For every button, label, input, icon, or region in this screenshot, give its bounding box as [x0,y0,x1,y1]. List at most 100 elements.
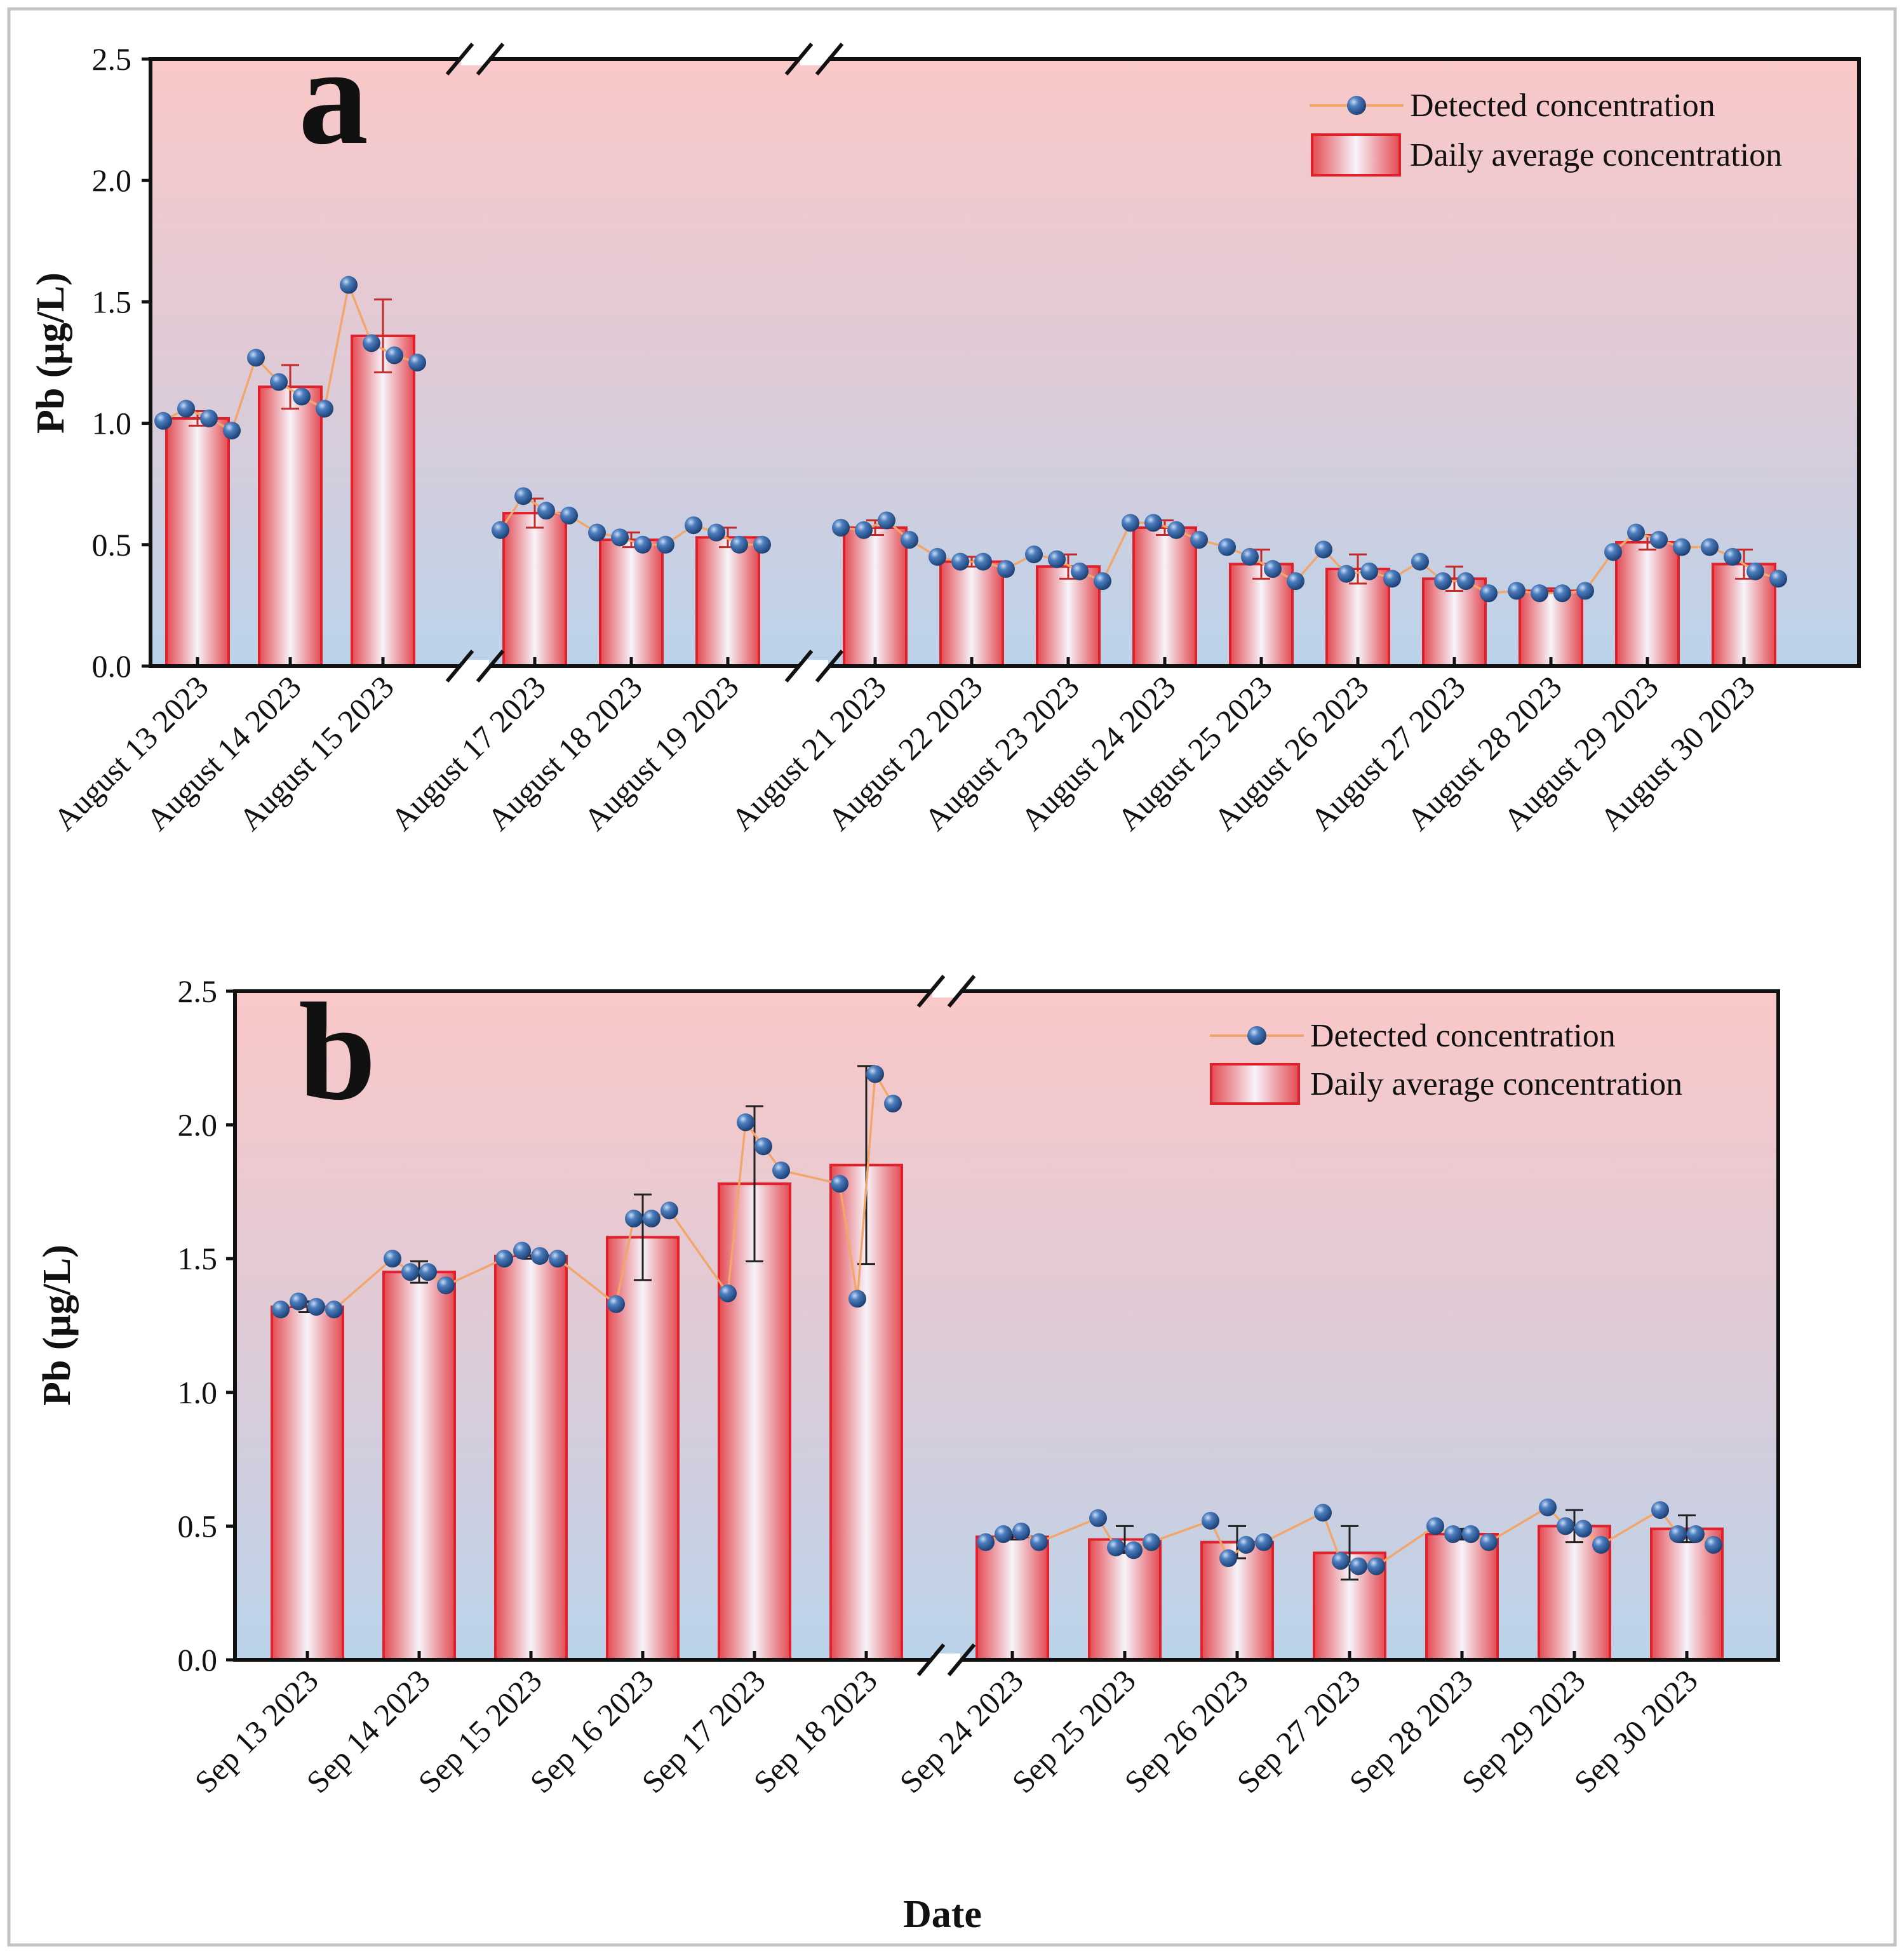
bar-a [502,512,567,668]
detected-point-b [1012,1522,1030,1540]
legend-bar-label-b: Daily average concentration [1310,1066,1682,1102]
detected-point-a [560,506,578,524]
detected-point-b [737,1113,754,1132]
detected-point-b [1107,1539,1125,1557]
detected-point-b [625,1210,643,1228]
legend-line-label-b: Detected concentration [1310,1018,1616,1054]
detected-point-a [340,276,358,294]
detected-point-b [1574,1520,1592,1538]
y-tick-label-b: 1.0 [178,1375,218,1410]
category-label-b: Sep 30 2023 [1567,1662,1704,1800]
bar-a [1712,563,1776,668]
detected-point-a [293,387,311,406]
detected-line-b [985,1506,1714,1568]
plot-frame-a [149,57,1861,668]
bar-b [494,1254,568,1662]
y-tick-label-b: 1.5 [178,1241,218,1276]
error-bar-b [1341,1525,1358,1581]
bar-a [1519,589,1583,667]
panel-a: 0.0 0.5 1.0 1.5 2.0 2.5 August 13 2023August … [29,18,1861,838]
detected-point-a [1576,582,1594,600]
bar-b [1088,1538,1162,1661]
bar-a [599,538,664,667]
detected-point-a [753,535,771,554]
y-tick-label-a: 2.0 [92,163,132,198]
detected-point-b [772,1161,790,1180]
detected-point-b [1426,1517,1444,1535]
detected-point-a [707,523,725,542]
detected-point-b [1350,1557,1367,1575]
detected-point-a [316,399,333,418]
detected-point-a [177,399,195,418]
bar-a [695,536,760,667]
detected-point-a [685,516,702,535]
detected-point-b [1237,1535,1255,1554]
y-axis-title-a: Pb (μg/L) [29,272,72,434]
bar-a [351,334,415,667]
detected-point-a [1048,550,1066,568]
bar-b [975,1535,1049,1662]
legend-bar-sample-a [1311,133,1401,177]
y-axis-a: 0.0 0.5 1.0 1.5 2.0 2.5 [92,41,1746,684]
detected-point-b [995,1525,1012,1544]
detected-point-b [1332,1552,1350,1570]
detected-point-a [200,409,218,427]
detected-point-b [495,1250,513,1268]
bar-a [1036,565,1101,667]
panel-label-a: a [298,18,368,173]
detected-point-a [855,521,873,539]
y-tick-label-a: 2.5 [92,41,132,77]
detected-point-a [270,373,288,391]
series-marks-a [154,276,1787,668]
bar-a [1325,568,1390,667]
panel-label-b: b [298,974,376,1129]
detected-point-a [154,411,172,430]
plot-frame-b [233,989,1780,1662]
y-tick-label-a: 1.0 [92,406,132,441]
detected-point-b [290,1292,307,1311]
detected-point-a [1531,584,1548,603]
detected-point-a [1360,562,1378,580]
detected-point-a [1094,572,1111,591]
detected-point-a [832,519,850,537]
detected-point-b [384,1250,401,1268]
detected-point-a [1553,584,1571,603]
detected-point-b [401,1263,419,1281]
y-tick-label-b: 0.5 [178,1508,218,1544]
detected-point-a [1167,521,1185,539]
detected-line-b [280,1071,894,1311]
detected-point-a [1627,523,1645,542]
detected-point-b [1669,1525,1687,1544]
detected-point-b [848,1290,866,1308]
detected-point-b [549,1250,567,1268]
detected-point-a [730,535,748,554]
error-bar-a [374,298,392,373]
error-bar-b [634,1193,652,1281]
y-axis-title-b: Pb (μg/L) [36,1245,79,1406]
detected-point-b [1030,1533,1048,1551]
detected-point-a [1673,538,1691,556]
detected-point-a [1701,538,1719,556]
detected-point-b [437,1276,455,1295]
detected-point-b [1143,1533,1160,1551]
detected-point-a [247,349,265,367]
y-tick-label-a: 0.0 [92,648,132,684]
legend-marker-a [1347,96,1366,115]
detected-point-b [831,1175,848,1193]
detected-point-a [1480,584,1498,603]
outer-border [7,7,1897,1947]
error-bar-a [1445,565,1463,592]
detected-point-b [1462,1525,1480,1544]
error-bar-a [1349,553,1367,585]
detected-point-a [1071,562,1089,580]
detected-point-a [1383,570,1401,588]
detected-point-a [537,502,555,520]
detected-point-a [929,547,946,566]
detected-point-a [1508,582,1525,600]
detected-point-b [1314,1504,1332,1522]
detected-point-a [1025,545,1043,564]
